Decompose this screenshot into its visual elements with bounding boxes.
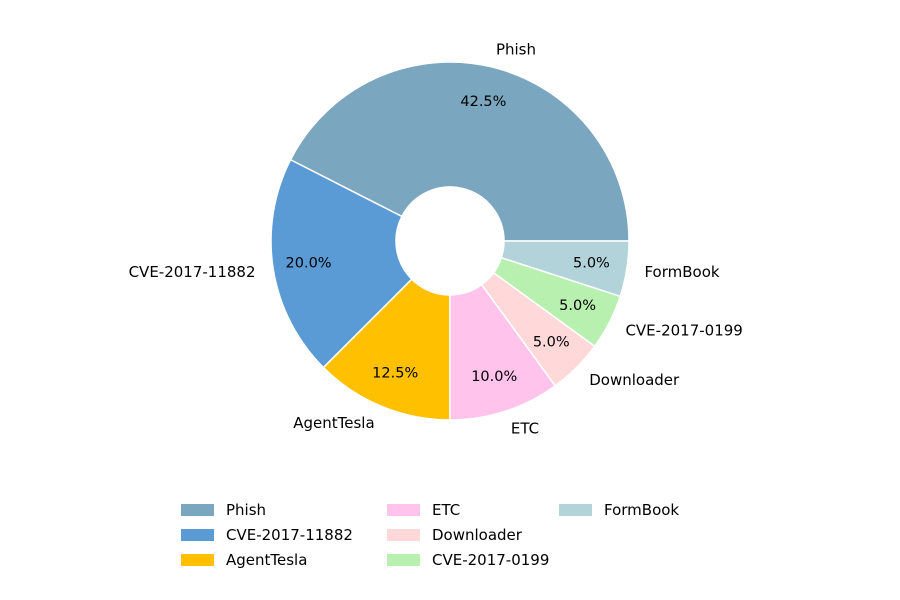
pie-slice [500,240,630,298]
legend-item: AgentTesla [181,550,387,569]
pie-slice [289,61,630,242]
slice-category-label: Downloader [589,371,680,389]
pie-slice [449,283,557,421]
legend-swatch [181,503,214,516]
legend-swatch [387,528,420,541]
pie-slice [322,278,451,421]
legend-item: CVE-2017-11882 [181,525,387,544]
slice-value-label: 10.0% [471,369,517,385]
slice-value-label: 5.0% [573,255,610,271]
slice-category-label: ETC [511,419,539,437]
slice-category-label: Phish [496,41,536,59]
pie-slice [270,158,413,369]
legend-item: Downloader [387,525,559,544]
slice-value-label: 5.0% [533,334,570,350]
slice-value-label: 12.5% [372,365,418,381]
legend-swatch [181,553,214,566]
legend-item: CVE-2017-0199 [387,550,559,569]
legend-label: CVE-2017-0199 [432,550,550,569]
slice-category-label: AgentTesla [293,414,374,432]
slice-category-label: FormBook [644,263,719,281]
legend-label: Phish [226,500,267,519]
legend-label: ETC [432,500,461,519]
legend-item: ETC [387,500,559,519]
legend-item: Phish [181,500,387,519]
legend-item: FormBook [559,500,759,519]
slice-value-label: 20.0% [286,255,332,271]
legend-label: CVE-2017-11882 [226,525,353,544]
slice-value-label: 42.5% [460,94,506,110]
slice-category-label: CVE-2017-0199 [625,321,742,339]
legend-label: FormBook [604,500,680,519]
legend-label: AgentTesla [226,550,308,569]
legend-swatch [387,553,420,566]
legend-swatch [387,503,420,516]
legend-swatch [181,528,214,541]
legend-swatch [559,503,592,516]
slice-value-label: 5.0% [559,298,596,314]
slice-category-label: CVE-2017-11882 [129,263,256,281]
legend: Phish CVE-2017-11882 AgentTesla ETC Download… [181,500,759,569]
legend-label: Downloader [432,525,522,544]
